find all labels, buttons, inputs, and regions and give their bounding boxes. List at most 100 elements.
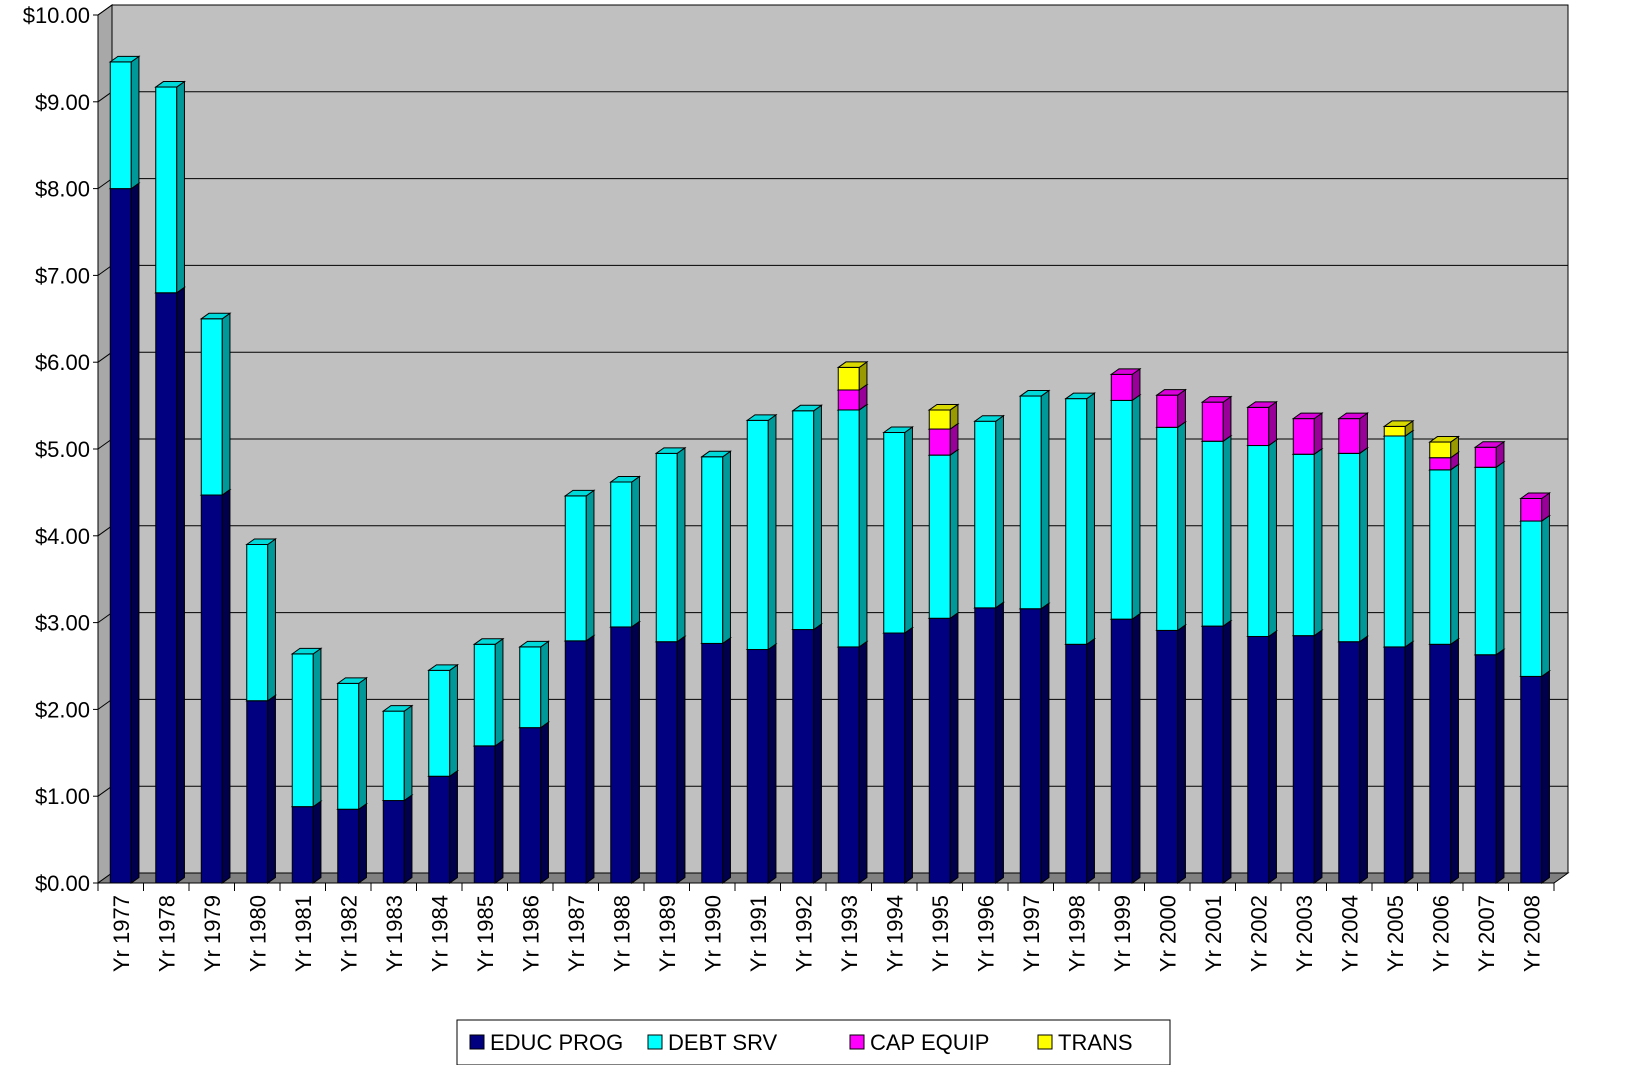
- bar-debt-srv-yr-1989-top: [654, 447, 687, 454]
- bar-educ-prog-yr-1994-side: [904, 626, 913, 884]
- bar-cap-equip-yr-1995: [928, 428, 951, 456]
- bar-stack-yr-1993: [836, 360, 869, 884]
- legend-label-educ-prog: EDUC PROG: [490, 1030, 623, 1055]
- bar-cap-equip-yr-2000-top: [1155, 389, 1188, 396]
- bar-debt-srv-yr-1996: [974, 420, 997, 609]
- bar-debt-srv-yr-1983-top: [381, 705, 414, 712]
- x-tick-label-yr-1986: Yr 1986: [518, 895, 543, 972]
- bar-debt-srv-yr-1981-top: [290, 647, 323, 655]
- y-tick-label: $10.00: [23, 3, 90, 28]
- x-tick-label-yr-1988: Yr 1988: [609, 895, 634, 972]
- bar-debt-srv-yr-1988-top: [609, 475, 642, 483]
- bar-debt-srv-yr-1982-side: [358, 676, 367, 811]
- bar-debt-srv-yr-1992-side: [813, 404, 822, 631]
- bar-debt-srv-yr-1994-side: [904, 426, 913, 634]
- bar-debt-srv-yr-1978-side: [176, 80, 185, 294]
- x-tick-label-yr-1984: Yr 1984: [427, 895, 452, 972]
- bar-stack-yr-1978: [154, 80, 187, 884]
- x-tick-label-yr-2004: Yr 2004: [1337, 895, 1362, 972]
- bar-educ-prog-yr-1987-side: [585, 634, 595, 884]
- bar-stack-yr-2000: [1155, 388, 1188, 884]
- bar-debt-srv-yr-2003-side: [1313, 447, 1323, 637]
- gridline-side: [97, 91, 113, 103]
- legend-swatch-educ-prog: [469, 1034, 485, 1050]
- bar-debt-srv-yr-1977: [109, 61, 132, 190]
- x-tick-label-yr-2005: Yr 2005: [1383, 895, 1408, 972]
- x-tick-label-yr-1999: Yr 1999: [1110, 895, 1135, 972]
- bar-cap-equip-yr-2006: [1429, 457, 1452, 471]
- bar-debt-srv-yr-1989-side: [676, 446, 686, 643]
- x-tick-label-yr-1977: Yr 1977: [109, 895, 134, 972]
- bar-debt-srv-yr-1978: [155, 86, 178, 294]
- x-tick-label-yr-1980: Yr 1980: [245, 895, 270, 972]
- bar-educ-prog-yr-1989-side: [676, 635, 686, 884]
- bar-cap-equip-yr-1999: [1110, 373, 1133, 401]
- bar-debt-srv-yr-1979-side: [221, 312, 231, 496]
- bar-stack-yr-1980: [245, 538, 278, 884]
- bar-stack-yr-1981: [290, 647, 323, 884]
- y-tick-label: $7.00: [35, 263, 90, 288]
- y-tick-label: $0.00: [35, 871, 90, 896]
- bar-stack-yr-2008: [1519, 492, 1552, 884]
- bar-debt-srv-yr-1992-top: [791, 404, 824, 412]
- bar-stack-yr-1987: [563, 489, 596, 884]
- bar-trans-yr-2005-top: [1382, 420, 1415, 427]
- bar-debt-srv-yr-1986: [519, 646, 542, 729]
- bar-cap-equip-yr-2003: [1292, 418, 1315, 455]
- gridline-side: [97, 264, 113, 276]
- bar-stack-yr-1985: [472, 637, 505, 884]
- bar-stack-yr-1977: [108, 55, 141, 884]
- bar-debt-srv-yr-1994: [883, 432, 906, 634]
- bar-stack-yr-1982: [336, 676, 369, 884]
- bar-educ-prog-yr-1997-side: [1040, 602, 1050, 884]
- bar-debt-srv-yr-1990: [701, 456, 724, 644]
- bar-debt-srv-yr-1989: [655, 452, 678, 643]
- bar-debt-srv-yr-1997: [1019, 395, 1042, 610]
- bar-debt-srv-yr-2000: [1156, 426, 1179, 631]
- bar-educ-prog-yr-1998-side: [1086, 637, 1095, 884]
- y-tick-label: $6.00: [35, 350, 90, 375]
- bar-debt-srv-yr-1995-side: [949, 448, 959, 620]
- bar-cap-equip-yr-1993: [837, 389, 860, 411]
- bar-debt-srv-yr-1982-top: [336, 677, 369, 684]
- x-tick-label-yr-1993: Yr 1993: [837, 895, 862, 972]
- bar-cap-equip-yr-2003-side: [1313, 412, 1323, 456]
- bar-educ-prog-yr-1981-side: [312, 800, 322, 884]
- bar-debt-srv-yr-1981: [291, 653, 314, 808]
- bar-educ-prog-yr-1999-side: [1131, 612, 1141, 884]
- bar-stack-yr-2007: [1473, 440, 1506, 884]
- bar-debt-srv-yr-1998: [1065, 398, 1088, 645]
- bar-debt-srv-yr-1991-top: [745, 414, 778, 421]
- x-tick-label-yr-2007: Yr 2007: [1474, 895, 1499, 972]
- bar-debt-srv-yr-1979: [200, 318, 223, 496]
- x-tick-label-yr-1991: Yr 1991: [746, 895, 771, 972]
- bar-debt-srv-yr-1993: [837, 409, 860, 648]
- x-tick-label-yr-1997: Yr 1997: [1019, 895, 1044, 972]
- bar-educ-prog-yr-1977-side: [130, 182, 140, 884]
- bar-debt-srv-yr-1985-side: [494, 637, 504, 747]
- bar-debt-srv-yr-1984-top: [427, 664, 460, 671]
- bar-educ-prog-yr-2001-side: [1222, 619, 1232, 884]
- bar-debt-srv-yr-1987: [564, 495, 587, 642]
- bar-educ-prog-yr-2002-side: [1268, 630, 1277, 884]
- bar-debt-srv-yr-1990-side: [722, 450, 731, 645]
- y-axis: $0.00 $1.00 $2.00 $3.00 $4.00 $5.00 $6.00 $7.00…: [23, 3, 99, 896]
- bar-cap-equip-yr-2000-side: [1177, 388, 1186, 429]
- x-tick-label-yr-2006: Yr 2006: [1428, 895, 1453, 972]
- bar-educ-prog-yr-1979-side: [221, 488, 231, 884]
- bar-educ-prog-yr-1993-side: [858, 640, 868, 884]
- bar-debt-srv-yr-1997-side: [1040, 389, 1050, 610]
- legend-swatch-trans: [1037, 1034, 1053, 1050]
- bar-educ-prog-yr-2004-side: [1359, 635, 1368, 884]
- bar-stack-yr-1994: [882, 426, 915, 884]
- bar-educ-prog-yr-1994: [883, 632, 906, 884]
- bar-debt-srv-yr-1999-side: [1131, 393, 1141, 621]
- bars-layer: [108, 55, 1552, 884]
- bar-trans-yr-1993-top: [836, 361, 869, 368]
- bar-cap-equip-yr-2007-top: [1473, 441, 1506, 448]
- bar-stack-yr-1989: [654, 446, 687, 884]
- bar-educ-prog-yr-1984: [428, 775, 451, 884]
- bar-educ-prog-yr-1990: [701, 642, 724, 884]
- bar-trans-yr-2006-top: [1428, 436, 1461, 443]
- gridline-side: [97, 612, 113, 624]
